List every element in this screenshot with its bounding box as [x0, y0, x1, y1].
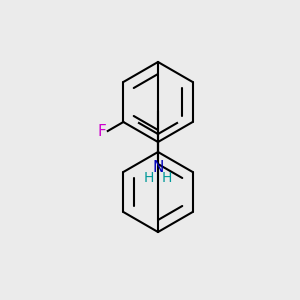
Text: F: F: [97, 124, 106, 139]
Text: N: N: [152, 160, 164, 175]
Text: H: H: [162, 171, 172, 185]
Text: H: H: [144, 171, 154, 185]
